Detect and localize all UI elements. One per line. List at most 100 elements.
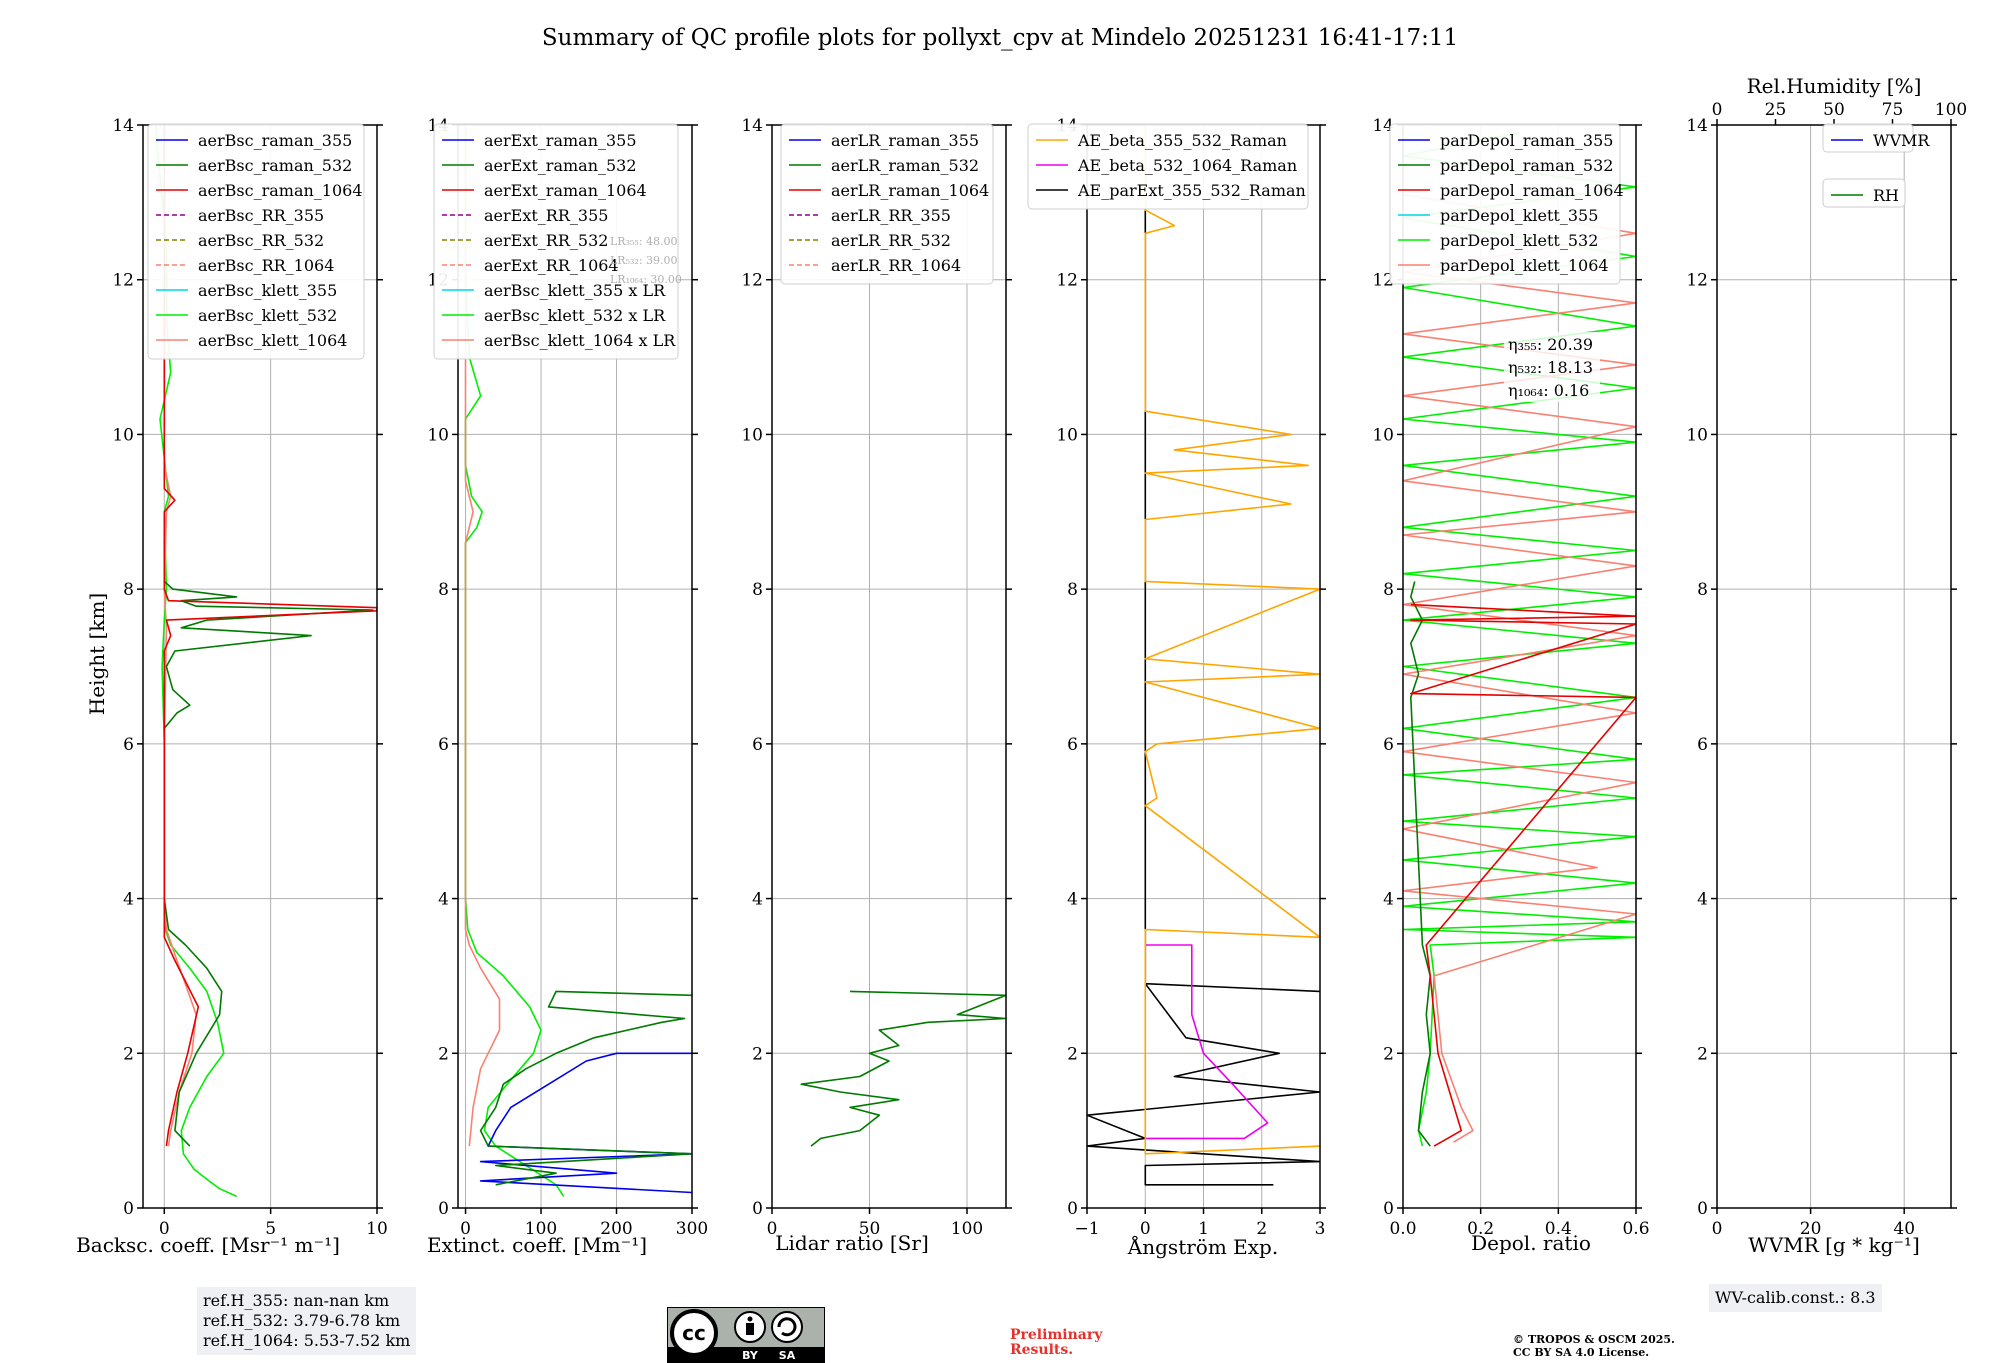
wvmr-legend: WVMR RH bbox=[1822, 123, 1930, 208]
legend-label: aerBsc_RR_532 bbox=[198, 231, 324, 250]
legend-label: aerLR_RR_1064 bbox=[831, 256, 961, 275]
y-tick-label: 12 bbox=[1686, 271, 1708, 291]
legend-label: WVMR bbox=[1873, 131, 1930, 150]
y-tick-label: 14 bbox=[741, 116, 763, 136]
legend-label: aerLR_raman_532 bbox=[831, 156, 979, 175]
angstrom-xlabel: Ångström Exp. bbox=[1127, 1234, 1278, 1259]
y-tick-label: 10 bbox=[1686, 425, 1708, 445]
y-tick-label: 12 bbox=[112, 271, 134, 291]
legend-label: aerBsc_klett_1064 x LR bbox=[484, 331, 676, 350]
lidar-ratio-legend: aerLR_raman_355 aerLR_raman_532 aerLR_rama… bbox=[780, 123, 994, 285]
legend-label: aerExt_raman_532 bbox=[484, 156, 637, 175]
y-tick-label: 2 bbox=[1067, 1044, 1078, 1064]
legend-label: aerBsc_raman_532 bbox=[198, 156, 352, 175]
x-top-tick-label: 50 bbox=[1823, 100, 1845, 120]
backscatter-xlabel: Backsc. coeff. [Msr⁻¹ m⁻¹] bbox=[76, 1233, 340, 1257]
y-tick-label: 8 bbox=[123, 580, 134, 600]
legend-label: aerExt_RR_1064 bbox=[484, 256, 619, 275]
svg-text:cc: cc bbox=[682, 1321, 706, 1345]
legend-label: parDepol_klett_355 bbox=[1440, 206, 1598, 225]
y-tick-label: 12 bbox=[741, 271, 763, 291]
legend-label: aerExt_RR_355 bbox=[484, 206, 608, 225]
series-aerbsc-klett-532 bbox=[155, 125, 237, 1198]
y-tick-label: 0 bbox=[438, 1199, 449, 1219]
lr-355-label: LR₃₅₅: 48.00 bbox=[610, 235, 678, 248]
eta-1064-label: η₁₀₆₄: 0.16 bbox=[1508, 381, 1589, 400]
legend-label: aerBsc_klett_1064 bbox=[198, 331, 347, 350]
y-tick-label: 4 bbox=[752, 890, 763, 910]
copyright-line-1: © TROPOS & OSCM 2025. bbox=[1513, 1333, 1675, 1346]
y-tick-label: 10 bbox=[112, 425, 134, 445]
lidar-ratio-panel: 0 2 4 6 8 10 12 14 0 50 100 Lidar ratio [Sr] aerLR… bbox=[741, 116, 1012, 1255]
legend-box bbox=[780, 123, 994, 285]
x-top-tick-label: 0 bbox=[1712, 100, 1723, 120]
y-tick-label: 6 bbox=[1067, 735, 1078, 755]
x-tick-label: 50 bbox=[859, 1219, 881, 1239]
depol-panel: 0 2 4 6 8 10 12 14 0.0 0.2 0.4 0.6 Depol. ratio par… bbox=[1372, 116, 1649, 1255]
series-ae-beta-532-1064-raman bbox=[1145, 944, 1269, 1140]
x-tick-label: 3 bbox=[1315, 1219, 1326, 1239]
legend-box bbox=[1027, 123, 1309, 210]
x-tick-label: 0 bbox=[159, 1219, 170, 1239]
axes-frame bbox=[771, 124, 1007, 1209]
legend-label: aerExt_raman_355 bbox=[484, 131, 637, 150]
y-tick-label: 8 bbox=[1697, 580, 1708, 600]
series-aerbsc-klett-1064-x-lr bbox=[464, 125, 501, 1147]
wv-calib-box: WV-calib.const.: 8.3 bbox=[1709, 1284, 1882, 1312]
y-tick-label: 2 bbox=[438, 1044, 449, 1064]
copyright-note: © TROPOS & OSCM 2025. CC BY SA 4.0 Licen… bbox=[1513, 1333, 1675, 1359]
y-tick-label: 4 bbox=[123, 890, 134, 910]
legend-label: aerLR_raman_355 bbox=[831, 131, 979, 150]
x-tick-label: 0 bbox=[1712, 1219, 1723, 1239]
extinction-xlabel: Extinct. coeff. [Mm⁻¹] bbox=[427, 1233, 647, 1257]
cc-by-label: BY bbox=[742, 1349, 759, 1362]
y-tick-label: 6 bbox=[1383, 735, 1394, 755]
y-tick-label: 6 bbox=[752, 735, 763, 755]
y-tick-label: 4 bbox=[438, 890, 449, 910]
x-tick-label: 100 bbox=[525, 1219, 557, 1239]
series-aerbsc-klett-532-x-lr bbox=[464, 125, 565, 1197]
series-ae-beta-355-532-raman bbox=[1144, 125, 1320, 1155]
lidar-ratio-xlabel: Lidar ratio [Sr] bbox=[775, 1231, 929, 1255]
legend-label: AE_beta_532_1064_Raman bbox=[1077, 156, 1297, 175]
x-tick-label: 300 bbox=[676, 1219, 708, 1239]
depol-xlabel: Depol. ratio bbox=[1471, 1231, 1591, 1255]
figure-title: Summary of QC profile plots for pollyxt_… bbox=[542, 25, 1458, 51]
legend-label: parDepol_raman_1064 bbox=[1440, 181, 1624, 200]
rh-top-xlabel: Rel.Humidity [%] bbox=[1747, 74, 1922, 98]
legend-label: aerExt_RR_532 bbox=[484, 231, 608, 250]
sa-icon bbox=[771, 1311, 803, 1343]
cc-by-sa-logo: cc BY SA bbox=[667, 1307, 825, 1363]
legend-label: aerExt_raman_1064 bbox=[484, 181, 647, 200]
x-top-tick-label: 75 bbox=[1882, 100, 1904, 120]
backscatter-panel: 0 2 4 6 8 10 12 14 0 5 10 Backsc. coeff. [Msr⁻¹ m⁻… bbox=[76, 116, 388, 1257]
y-tick-label: 2 bbox=[1383, 1044, 1394, 1064]
x-tick-label: 0 bbox=[1140, 1219, 1151, 1239]
backscatter-legend: aerBsc_raman_355 aerBsc_raman_532 aerBsc_r… bbox=[147, 123, 365, 360]
ref-height-box: ref.H_355: nan-nan km ref.H_532: 3.79-6.… bbox=[197, 1287, 417, 1355]
x-tick-label: 40 bbox=[1893, 1219, 1915, 1239]
legend-label: aerBsc_klett_355 x LR bbox=[484, 281, 666, 300]
legend-label: aerBsc_klett_532 x LR bbox=[484, 306, 666, 325]
lr-1064-label: LR₁₀₆₄: 30.00 bbox=[610, 273, 682, 286]
lr-532-label: LR₅₃₂: 39.00 bbox=[610, 254, 678, 267]
y-tick-label: 8 bbox=[1383, 580, 1394, 600]
x-tick-label: 0.2 bbox=[1467, 1219, 1494, 1239]
legend-label: aerLR_raman_1064 bbox=[831, 181, 989, 200]
legend-label: AE_parExt_355_532_Raman bbox=[1077, 181, 1306, 200]
y-tick-label: 2 bbox=[752, 1044, 763, 1064]
x-tick-label: 10 bbox=[366, 1219, 388, 1239]
depol-legend: parDepol_raman_355 parDepol_raman_532 parD… bbox=[1389, 123, 1624, 285]
legend-label: AE_beta_355_532_Raman bbox=[1077, 131, 1287, 150]
legend-label: parDepol_raman_532 bbox=[1440, 156, 1613, 175]
y-tick-label: 4 bbox=[1067, 890, 1078, 910]
series-aerbsc-raman-1064 bbox=[163, 125, 377, 1147]
series-aerext-raman-532 bbox=[479, 990, 692, 1186]
y-tick-label: 6 bbox=[438, 735, 449, 755]
angstrom-legend: AE_beta_355_532_Raman AE_beta_532_1064_Ra… bbox=[1027, 123, 1309, 210]
x-tick-label: 0 bbox=[767, 1219, 778, 1239]
axes-frame bbox=[1716, 124, 1952, 1209]
legend-label: aerBsc_klett_355 bbox=[198, 281, 337, 300]
